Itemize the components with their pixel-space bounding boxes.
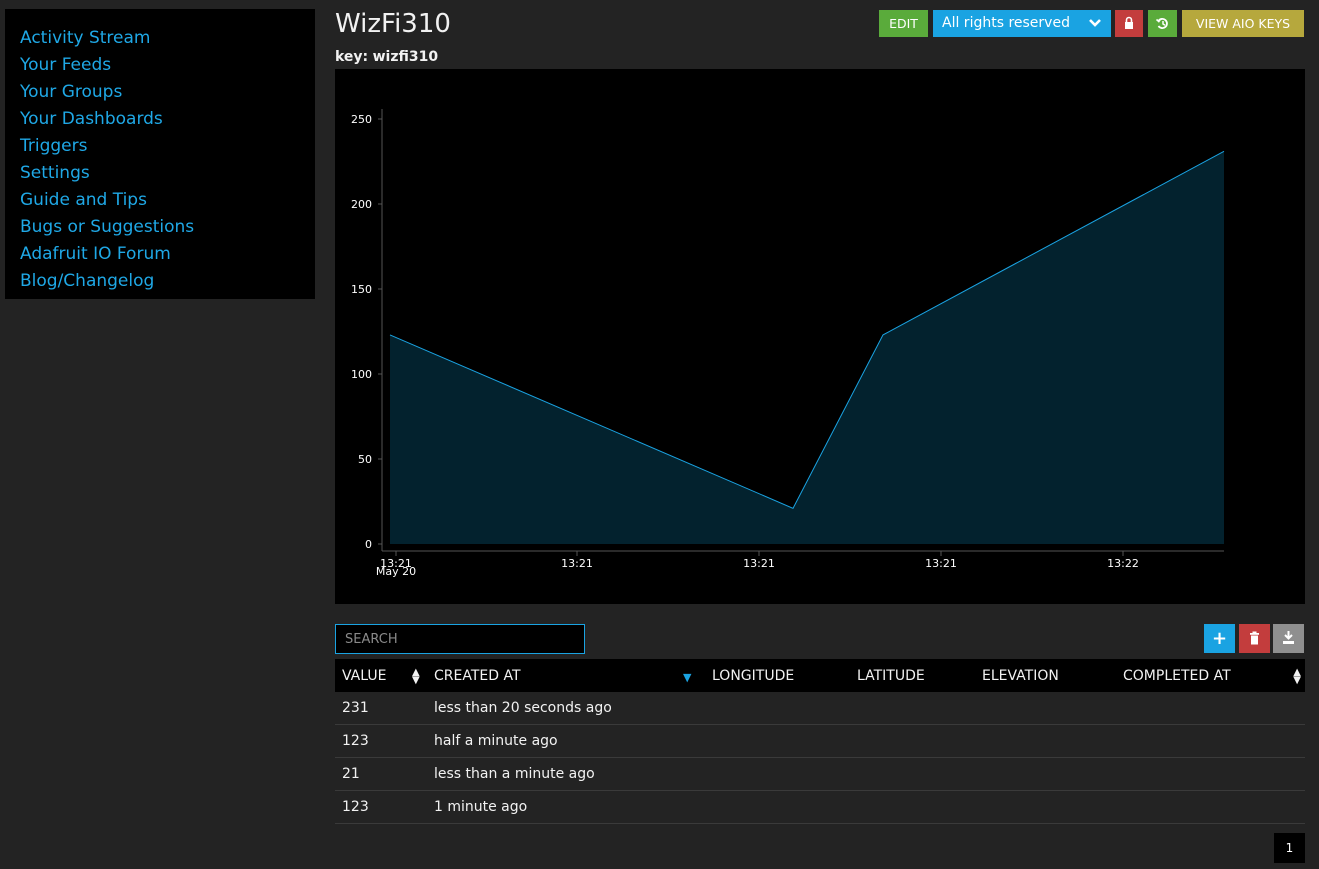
cell-created-at: 1 minute ago: [427, 790, 705, 824]
sidebar-item-triggers[interactable]: Triggers: [20, 136, 88, 156]
feed-key: key: wizfi310: [335, 49, 438, 65]
feed-key-label: key:: [335, 49, 369, 65]
cell-completed-at: [1116, 790, 1305, 824]
column-label: COMPLETED AT: [1123, 667, 1231, 684]
download-icon: [1273, 631, 1304, 656]
cell-elevation: [975, 724, 1116, 758]
column-label: VALUE: [342, 667, 387, 684]
sidebar-nav: Activity Stream Your Feeds Your Groups Y…: [5, 9, 315, 299]
license-label: All rights reserved: [942, 15, 1070, 31]
y-tick-label: 150: [351, 283, 372, 296]
plus-icon: +: [1211, 628, 1228, 649]
cell-latitude: [850, 724, 975, 758]
table-row[interactable]: 231 less than 20 seconds ago: [335, 692, 1305, 725]
column-label: LONGITUDE: [712, 667, 795, 684]
cell-longitude: [705, 692, 850, 725]
y-tick-label: 250: [351, 113, 372, 126]
cell-latitude: [850, 692, 975, 725]
download-data-button[interactable]: [1273, 624, 1304, 653]
cell-value: 123: [335, 790, 427, 824]
x-tick-label: 13:21: [380, 557, 412, 570]
cell-longitude: [705, 757, 850, 791]
edit-button[interactable]: EDIT: [879, 10, 928, 37]
table-row[interactable]: 123 1 minute ago: [335, 790, 1305, 824]
chart-series-line: [389, 150, 1225, 509]
column-label: CREATED AT: [434, 667, 521, 684]
sidebar-item-your-feeds[interactable]: Your Feeds: [20, 55, 112, 75]
sidebar-item-guide-and-tips[interactable]: Guide and Tips: [20, 190, 147, 210]
lock-icon: [1115, 16, 1143, 40]
column-header-longitude[interactable]: LONGITUDE: [705, 659, 850, 692]
sort-desc-icon: ▼: [683, 671, 692, 684]
x-tick-date-label: May 20: [376, 565, 416, 578]
x-tick-label: 13:21: [925, 557, 957, 570]
lock-button[interactable]: [1115, 10, 1143, 37]
delete-data-button[interactable]: [1239, 624, 1270, 653]
page-title: WizFi310: [335, 9, 451, 39]
column-header-elevation[interactable]: ELEVATION: [975, 659, 1116, 692]
data-table: VALUE ▲ ▼ CREATED AT ▼ LONGITUDE LATITUDE…: [335, 659, 1305, 824]
sidebar-item-settings[interactable]: Settings: [20, 163, 90, 183]
history-button[interactable]: [1148, 10, 1177, 37]
table-row[interactable]: 123 half a minute ago: [335, 724, 1305, 758]
cell-created-at: half a minute ago: [427, 724, 705, 758]
column-header-value[interactable]: VALUE ▲ ▼: [335, 659, 427, 692]
license-dropdown[interactable]: All rights reserved: [933, 10, 1111, 37]
y-tick-label: 50: [358, 453, 372, 466]
cell-latitude: [850, 757, 975, 791]
cell-value: 21: [335, 757, 427, 791]
x-tick-label: 13:21: [743, 557, 775, 570]
cell-elevation: [975, 790, 1116, 824]
x-tick-label: 13:22: [1107, 557, 1139, 570]
sidebar-item-adafruit-io-forum[interactable]: Adafruit IO Forum: [20, 244, 171, 264]
table-header-row: VALUE ▲ ▼ CREATED AT ▼ LONGITUDE LATITUDE…: [335, 659, 1305, 692]
cell-completed-at: [1116, 724, 1305, 758]
feed-key-value: wizfi310: [372, 49, 439, 65]
column-label: LATITUDE: [857, 667, 925, 684]
pagination-page-1[interactable]: 1: [1274, 833, 1305, 863]
y-tick-label: 0: [365, 538, 372, 551]
sidebar-item-your-dashboards[interactable]: Your Dashboards: [20, 109, 163, 129]
chart-area: [390, 151, 1224, 545]
add-data-button[interactable]: +: [1204, 624, 1235, 653]
sidebar-item-your-groups[interactable]: Your Groups: [20, 82, 123, 102]
sort-icon: ▲ ▼: [412, 667, 420, 686]
history-icon: [1148, 18, 1177, 40]
cell-created-at: less than a minute ago: [427, 757, 705, 791]
feed-chart: 0 50 100 150 200 250 13:21 13:21 13:21 13:21 13:22…: [335, 69, 1305, 604]
x-tick-label: 13:21: [561, 557, 593, 570]
cell-elevation: [975, 757, 1116, 791]
cell-latitude: [850, 790, 975, 824]
column-label: ELEVATION: [982, 667, 1059, 684]
sidebar-item-blog-changelog[interactable]: Blog/Changelog: [20, 271, 155, 291]
chevron-down-icon: [1088, 10, 1102, 47]
sort-icon: ▲ ▼: [1293, 667, 1301, 686]
cell-longitude: [705, 790, 850, 824]
column-header-created-at[interactable]: CREATED AT ▼: [427, 659, 705, 692]
y-tick-label: 100: [351, 368, 372, 381]
cell-value: 231: [335, 692, 427, 725]
search-input[interactable]: [335, 624, 585, 654]
trash-icon: [1239, 631, 1270, 656]
column-header-latitude[interactable]: LATITUDE: [850, 659, 975, 692]
cell-longitude: [705, 724, 850, 758]
cell-value: 123: [335, 724, 427, 758]
y-tick-label: 200: [351, 198, 372, 211]
sidebar-item-bugs-or-suggestions[interactable]: Bugs or Suggestions: [20, 217, 195, 237]
cell-elevation: [975, 692, 1116, 725]
chart-svg: 0 50 100 150 200 250 13:21 13:21 13:21 13:21 13:22…: [351, 109, 1225, 578]
column-header-completed-at[interactable]: COMPLETED AT ▲ ▼: [1116, 659, 1305, 692]
cell-completed-at: [1116, 692, 1305, 725]
view-aio-keys-button[interactable]: VIEW AIO KEYS: [1182, 10, 1304, 37]
cell-completed-at: [1116, 757, 1305, 791]
table-row[interactable]: 21 less than a minute ago: [335, 757, 1305, 791]
sidebar-item-activity-stream[interactable]: Activity Stream: [20, 28, 151, 48]
cell-created-at: less than 20 seconds ago: [427, 692, 705, 725]
